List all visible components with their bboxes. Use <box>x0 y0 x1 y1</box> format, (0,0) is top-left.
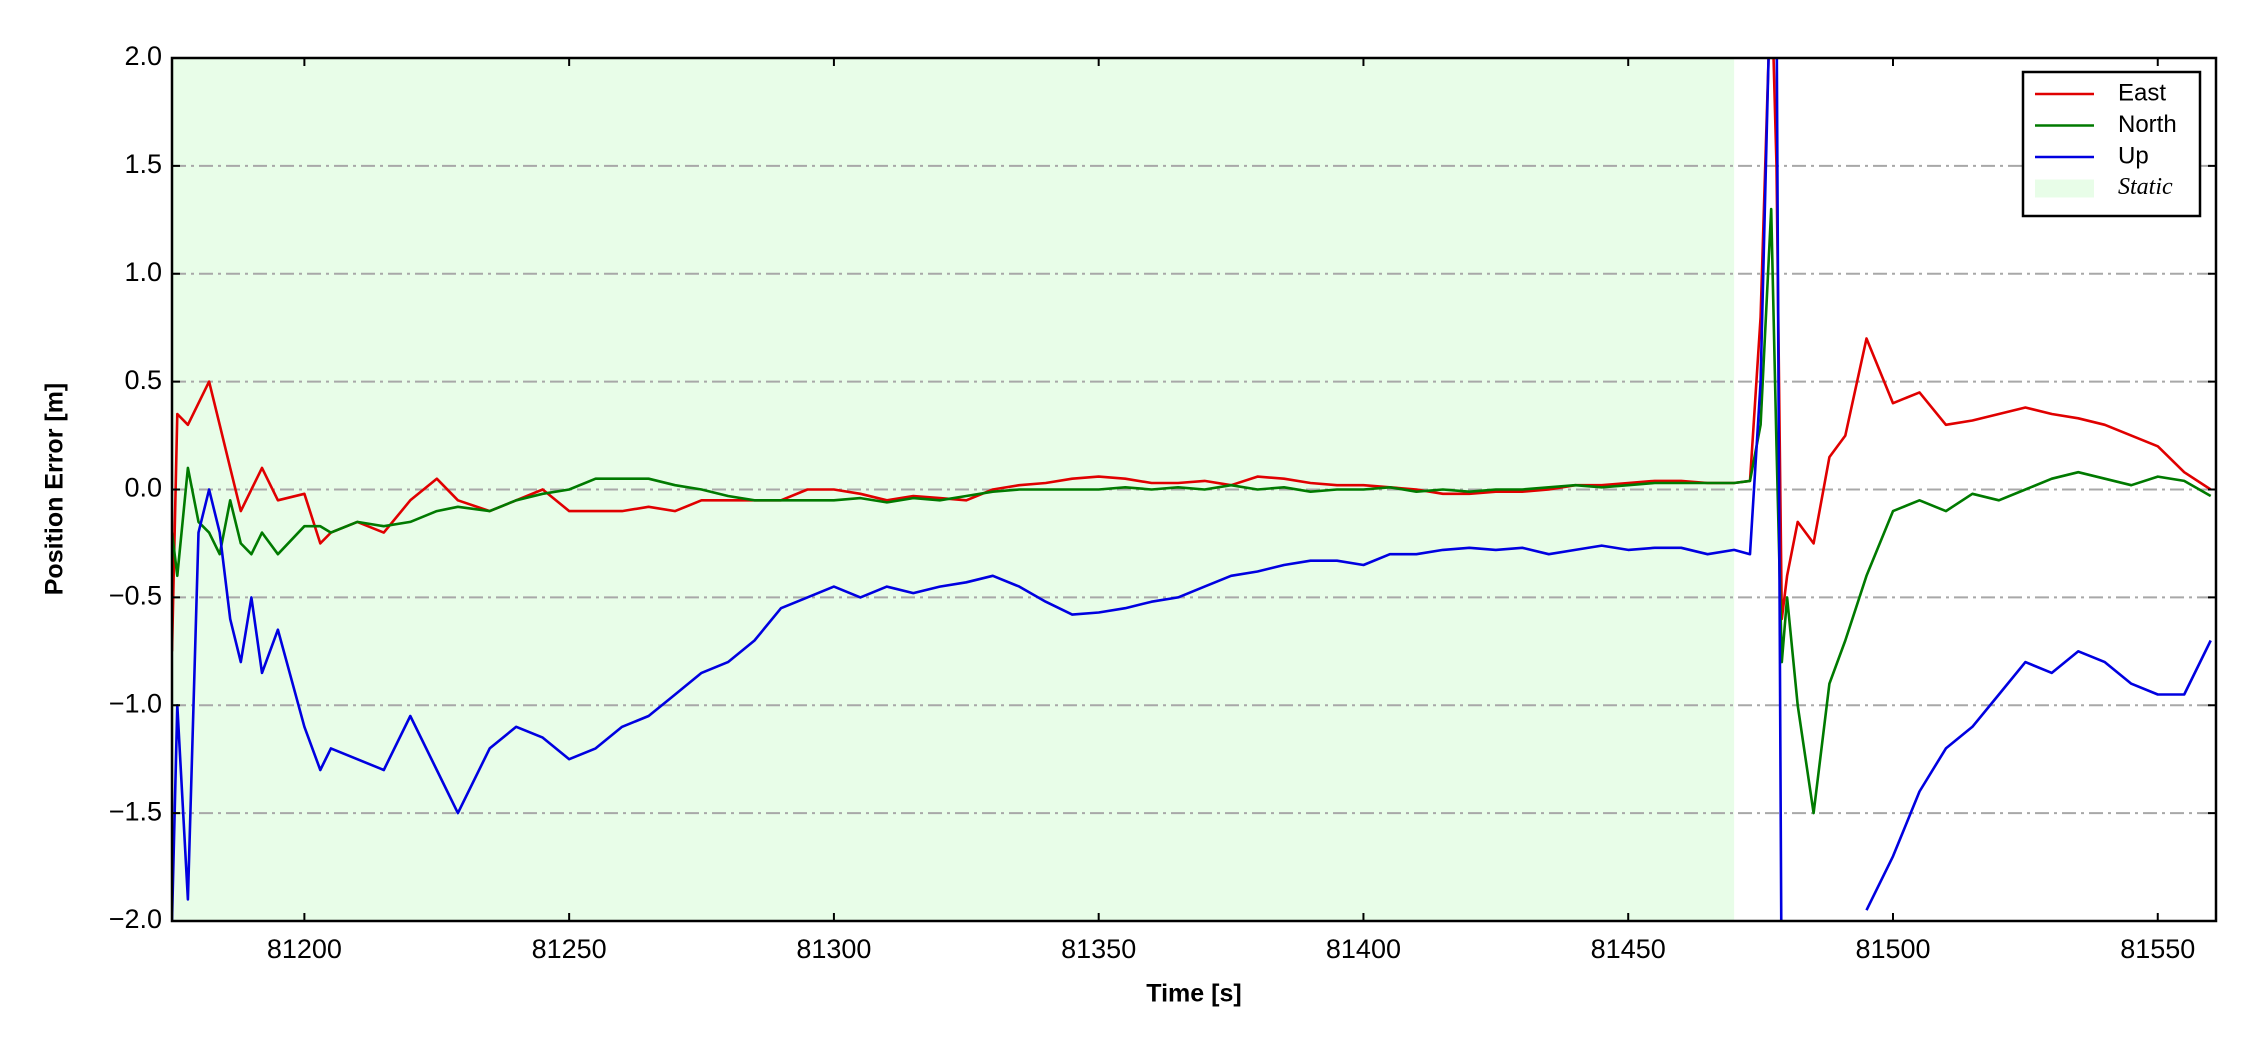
series-line <box>172 58 2212 652</box>
x-tick-label: 81500 <box>1855 934 1930 964</box>
x-tick-label: 81550 <box>2120 934 2195 964</box>
y-tick-label: 0.0 <box>124 473 162 503</box>
plot-frame <box>170 56 2218 923</box>
x-tick-label: 81250 <box>532 934 607 964</box>
y-tick-label: 2.0 <box>124 41 162 71</box>
y-tick-label: −1.5 <box>109 796 162 826</box>
y-tick-label: 0.5 <box>124 365 162 395</box>
x-tick-label: 81300 <box>796 934 871 964</box>
legend: East North Up Static <box>2021 70 2202 218</box>
y-tick-label: −0.5 <box>109 581 162 611</box>
y-tick-label: 1.0 <box>124 257 162 287</box>
series-line <box>172 58 2212 921</box>
legend-swatch <box>2035 179 2094 198</box>
x-tick-label: 81450 <box>1591 934 1666 964</box>
y-tick-label: 1.5 <box>124 149 162 179</box>
legend-label: East <box>2118 79 2166 106</box>
x-tick-label: 81400 <box>1326 934 1401 964</box>
series-line <box>172 207 2212 815</box>
x-tick-label: 81200 <box>267 934 342 964</box>
legend-label: Up <box>2118 142 2149 169</box>
y-tick-label: −1.0 <box>109 688 162 718</box>
y-tick-label: −2.0 <box>109 904 162 934</box>
x-tick-label: 81350 <box>1061 934 1136 964</box>
legend-label: North <box>2118 111 2177 138</box>
x-axis-label: Time [s] <box>1146 980 1241 1008</box>
y-axis-label: Position Error [m] <box>41 383 69 596</box>
legend-label: Static <box>2118 174 2173 200</box>
